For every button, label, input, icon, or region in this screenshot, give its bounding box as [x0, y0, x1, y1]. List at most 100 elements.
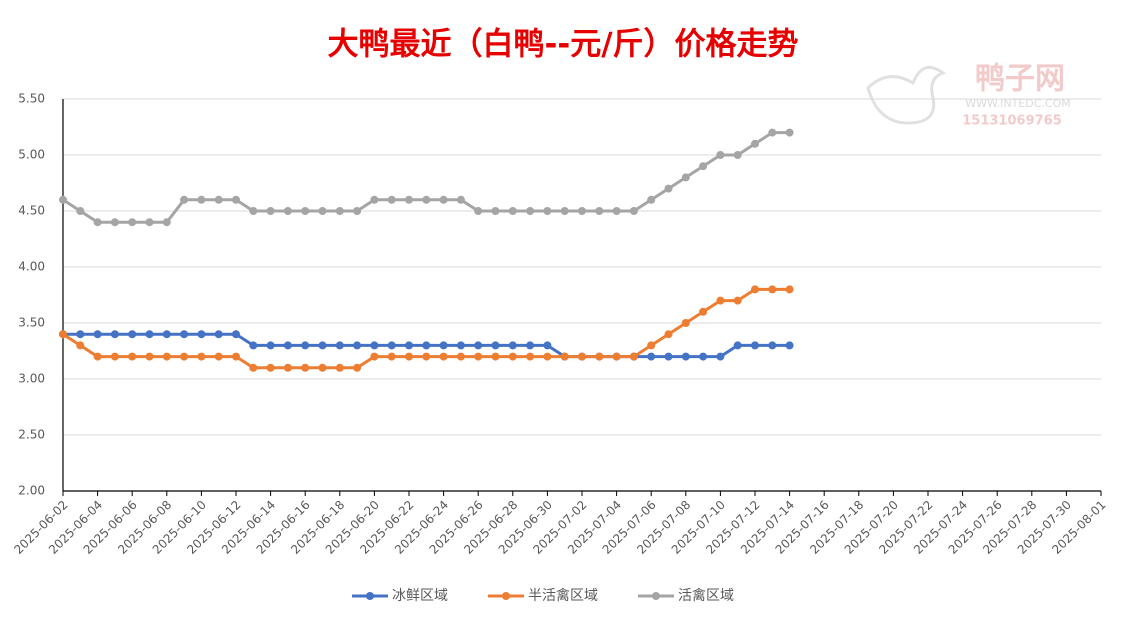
- point: [110, 352, 119, 361]
- point: [353, 207, 362, 215]
- point: [335, 363, 344, 372]
- point: [474, 341, 483, 350]
- point: [543, 352, 552, 361]
- point: [422, 352, 431, 361]
- legend-marker: [652, 592, 660, 600]
- point: [751, 139, 759, 148]
- point: [387, 195, 396, 204]
- series: [59, 285, 794, 372]
- legend-label: 冰鲜区域: [392, 588, 448, 604]
- legend-item: 半活禽区域: [488, 587, 598, 604]
- point: [647, 341, 656, 350]
- point: [370, 341, 379, 350]
- point: [353, 341, 362, 350]
- point: [751, 285, 759, 294]
- point: [283, 363, 292, 372]
- y-tick-label: 4.00: [18, 260, 45, 274]
- point: [578, 207, 586, 215]
- point: [128, 218, 137, 227]
- point: [249, 341, 258, 350]
- point: [508, 352, 517, 361]
- legend-marker: [502, 592, 510, 600]
- point: [214, 195, 223, 204]
- point: [629, 352, 638, 361]
- point: [128, 352, 137, 361]
- point: [439, 195, 448, 204]
- point: [214, 352, 223, 361]
- point: [647, 352, 656, 361]
- chart-title: 大鸭最近（白鸭--元/斤）价格走势: [327, 27, 798, 63]
- point: [439, 352, 448, 361]
- point: [162, 330, 171, 339]
- point: [335, 207, 344, 215]
- point: [716, 352, 725, 361]
- point: [283, 341, 292, 350]
- point: [162, 218, 171, 227]
- point: [785, 128, 794, 137]
- point: [197, 330, 206, 339]
- point: [266, 341, 275, 350]
- point: [578, 352, 586, 361]
- point: [93, 352, 102, 361]
- point: [180, 352, 189, 361]
- y-tick-label: 5.50: [18, 92, 45, 106]
- point: [716, 296, 725, 305]
- point: [612, 352, 621, 361]
- point: [560, 207, 569, 215]
- point: [491, 352, 500, 361]
- point: [474, 207, 483, 215]
- point: [405, 195, 413, 204]
- point: [197, 195, 206, 204]
- y-tick-label: 3.50: [18, 316, 45, 330]
- point: [664, 184, 673, 193]
- point: [456, 352, 465, 361]
- point: [59, 195, 67, 204]
- point: [733, 151, 742, 159]
- watermark: 鸭子网 WWW.INTEDC.COM 15131069765: [866, 62, 1071, 129]
- watermark-logo: [866, 65, 947, 125]
- point: [93, 218, 102, 227]
- point: [232, 330, 240, 339]
- point: [197, 352, 206, 361]
- point: [629, 207, 638, 215]
- point: [76, 207, 85, 215]
- point: [491, 207, 500, 215]
- point: [301, 363, 310, 372]
- point: [301, 341, 310, 350]
- watermark-name: 鸭子网: [975, 62, 1065, 97]
- point: [422, 195, 431, 204]
- point: [526, 207, 535, 215]
- point: [76, 330, 85, 339]
- point: [145, 330, 154, 339]
- point: [318, 207, 327, 215]
- line: [62, 131, 790, 224]
- point: [59, 330, 67, 339]
- point: [733, 296, 742, 305]
- point: [318, 341, 327, 350]
- point: [318, 363, 327, 372]
- y-tick-label: 4.50: [18, 204, 45, 218]
- point: [405, 341, 413, 350]
- y-tick-label: 3.00: [18, 372, 45, 386]
- point: [768, 128, 777, 137]
- point: [162, 352, 171, 361]
- point: [422, 341, 431, 350]
- point: [110, 218, 119, 227]
- point: [543, 341, 552, 350]
- y-tick-label: 2.00: [18, 484, 45, 498]
- legend-label: 活禽区域: [678, 587, 734, 604]
- point: [249, 363, 258, 372]
- point: [232, 352, 240, 361]
- point: [456, 341, 465, 350]
- point: [508, 341, 517, 350]
- point: [612, 207, 621, 215]
- point: [93, 330, 102, 339]
- point: [180, 330, 189, 339]
- point: [214, 330, 223, 339]
- point: [439, 341, 448, 350]
- point: [180, 195, 189, 204]
- point: [699, 352, 708, 361]
- point: [699, 307, 708, 316]
- point: [508, 207, 517, 215]
- legend-item: 冰鲜区域: [352, 588, 448, 604]
